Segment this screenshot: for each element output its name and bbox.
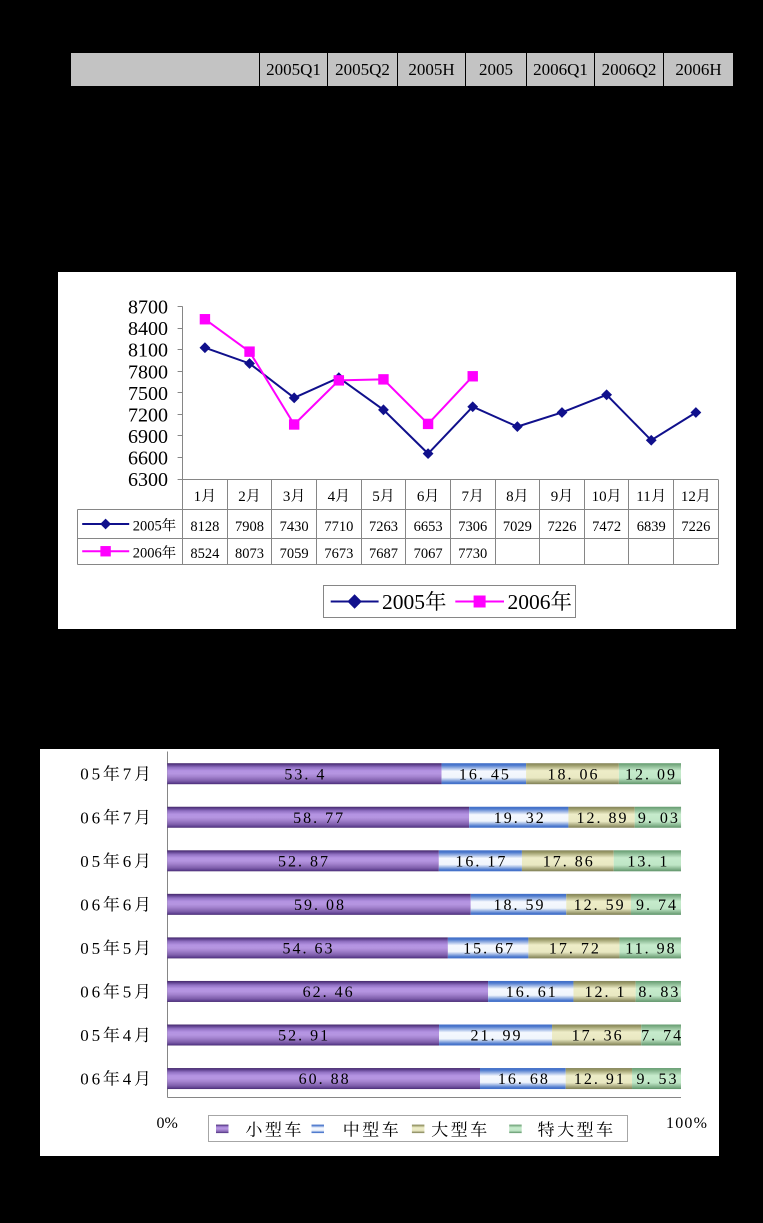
svg-text:12: 12	[681, 489, 696, 505]
svg-text:7306: 7306	[458, 519, 487, 535]
svg-text:8700: 8700	[128, 297, 168, 319]
svg-text:8128: 8128	[190, 519, 219, 535]
svg-text:6: 6	[123, 895, 134, 914]
svg-text:15. 67: 15. 67	[463, 941, 515, 958]
svg-text:10: 10	[592, 489, 607, 505]
svg-text:8. 83: 8. 83	[638, 984, 680, 1001]
svg-text:9: 9	[551, 489, 559, 505]
svg-text:06: 06	[80, 1070, 103, 1089]
svg-text:8524: 8524	[190, 546, 220, 562]
svg-text:8100: 8100	[128, 340, 168, 362]
svg-text:7673: 7673	[324, 546, 353, 562]
svg-text:17. 36: 17. 36	[572, 1028, 624, 1045]
svg-text:06: 06	[80, 895, 103, 914]
svg-text:52. 91: 52. 91	[278, 1028, 330, 1045]
svg-text:16. 68: 16. 68	[498, 1071, 550, 1088]
svg-text:2006: 2006	[508, 590, 551, 614]
svg-text:05: 05	[80, 1026, 103, 1045]
svg-text:17. 86: 17. 86	[543, 853, 595, 870]
svg-text:11. 98: 11. 98	[625, 941, 676, 958]
svg-text:5: 5	[372, 489, 380, 505]
svg-text:2005: 2005	[133, 518, 162, 534]
svg-text:7. 74: 7. 74	[641, 1028, 683, 1045]
svg-text:16. 17: 16. 17	[455, 853, 507, 870]
svg-text:11: 11	[636, 489, 650, 505]
svg-text:7067: 7067	[414, 546, 443, 562]
svg-text:3: 3	[283, 489, 291, 505]
svg-text:12. 59: 12. 59	[574, 897, 626, 914]
svg-text:6653: 6653	[414, 519, 443, 535]
svg-text:7226: 7226	[547, 519, 576, 535]
svg-text:7226: 7226	[681, 519, 710, 535]
svg-text:60. 88: 60. 88	[299, 1071, 351, 1088]
svg-text:12. 89: 12. 89	[577, 810, 629, 827]
svg-text:7687: 7687	[369, 546, 398, 562]
svg-text:7472: 7472	[592, 519, 621, 535]
svg-text:4: 4	[328, 489, 336, 505]
svg-text:8400: 8400	[128, 318, 168, 340]
svg-text:62. 46: 62. 46	[303, 984, 355, 1001]
svg-text:17. 72: 17. 72	[549, 941, 601, 958]
svg-text:7200: 7200	[128, 404, 168, 426]
svg-text:8073: 8073	[235, 546, 264, 562]
svg-text:4: 4	[123, 1070, 134, 1089]
svg-text:53. 4: 53. 4	[284, 766, 326, 783]
svg-text:19. 32: 19. 32	[494, 810, 546, 827]
svg-text:13. 1: 13. 1	[627, 853, 669, 870]
svg-text:06: 06	[80, 808, 103, 827]
svg-text:9. 03: 9. 03	[638, 810, 680, 827]
svg-text:6300: 6300	[128, 469, 168, 491]
svg-text:100%: 100%	[666, 1115, 708, 1132]
svg-text:12. 1: 12. 1	[585, 984, 627, 1001]
svg-text:06: 06	[80, 982, 103, 1001]
svg-text:05: 05	[80, 765, 103, 784]
svg-text:2006: 2006	[133, 546, 162, 562]
svg-text:58. 77: 58. 77	[293, 810, 345, 827]
svg-text:12. 91: 12. 91	[574, 1071, 626, 1088]
svg-text:0%: 0%	[157, 1115, 178, 1132]
svg-text:5: 5	[123, 982, 134, 1001]
svg-text:7059: 7059	[280, 546, 309, 562]
svg-text:6900: 6900	[128, 426, 168, 448]
svg-text:05: 05	[80, 939, 103, 958]
svg-text:6: 6	[123, 852, 134, 871]
svg-text:7500: 7500	[128, 383, 168, 405]
svg-text:7430: 7430	[280, 519, 309, 535]
svg-text:2: 2	[238, 489, 246, 505]
svg-text:2005: 2005	[382, 590, 425, 614]
svg-text:6: 6	[417, 489, 425, 505]
svg-text:52. 87: 52. 87	[278, 853, 330, 870]
svg-text:7: 7	[123, 765, 134, 784]
svg-text:4: 4	[123, 1026, 134, 1045]
svg-text:54. 63: 54. 63	[283, 941, 335, 958]
svg-text:16. 45: 16. 45	[459, 766, 511, 783]
svg-text:6839: 6839	[637, 519, 666, 535]
svg-text:9. 74: 9. 74	[636, 897, 678, 914]
svg-text:12. 09: 12. 09	[625, 766, 677, 783]
svg-text:16. 61: 16. 61	[506, 984, 558, 1001]
svg-text:1: 1	[194, 489, 202, 505]
svg-text:59. 08: 59. 08	[294, 897, 346, 914]
svg-text:18. 06: 18. 06	[547, 766, 599, 783]
svg-text:18. 59: 18. 59	[494, 897, 546, 914]
svg-text:7800: 7800	[128, 361, 168, 383]
svg-text:6600: 6600	[128, 447, 168, 469]
svg-text:7908: 7908	[235, 519, 264, 535]
svg-text:7730: 7730	[458, 546, 487, 562]
svg-text:9. 53: 9. 53	[637, 1071, 679, 1088]
svg-text:8: 8	[506, 489, 513, 505]
svg-text:5: 5	[123, 939, 134, 958]
svg-text:7710: 7710	[324, 519, 353, 535]
svg-text:21. 99: 21. 99	[471, 1028, 523, 1045]
svg-text:7: 7	[461, 489, 469, 505]
svg-text:7: 7	[123, 808, 134, 827]
svg-text:05: 05	[80, 852, 103, 871]
svg-text:7263: 7263	[369, 519, 398, 535]
svg-text:7029: 7029	[503, 519, 532, 535]
